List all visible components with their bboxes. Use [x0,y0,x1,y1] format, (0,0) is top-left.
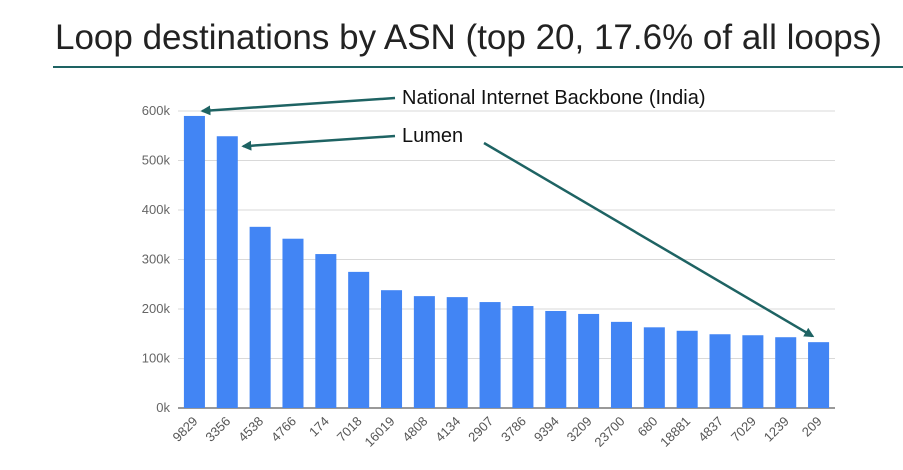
x-tick-label: 4766 [268,414,299,445]
bar-3356 [216,136,238,408]
bar-16019 [381,290,403,408]
bar-2907 [479,302,501,408]
bar-174 [315,254,337,408]
annotation-arrow [200,96,396,116]
bar-1239 [775,337,797,408]
bar-9394 [545,310,567,408]
x-tick-label: 9394 [531,414,562,445]
bar-7029 [742,335,764,408]
bar-18881 [676,330,698,408]
annotations: National Internet Backbone (India) Lumen [200,87,815,338]
x-tick-label: 23700 [591,414,627,450]
annotation-arrow [241,134,396,151]
y-tick-label: 0k [156,400,170,415]
x-tick-label: 209 [799,414,825,440]
y-tick-label: 600k [142,103,171,118]
bar-9829 [183,115,205,408]
y-tick-label: 500k [142,153,171,168]
y-tick-label: 400k [142,202,171,217]
bars [183,115,830,408]
bar-4766 [282,238,304,408]
x-tick-label: 7018 [334,414,365,445]
x-tick-label: 3356 [202,414,233,445]
y-tick-label: 300k [142,252,171,267]
annotation-arrow [483,141,815,338]
bar-680 [643,327,665,408]
x-tick-label: 680 [634,414,660,440]
x-tick-label: 4538 [235,414,266,445]
x-tick-label: 4134 [432,414,463,445]
title-divider [53,66,903,68]
bar-7018 [348,271,370,408]
bar-4808 [413,296,435,408]
bar-4134 [446,297,468,408]
x-tick-label: 1239 [761,414,792,445]
bar-209 [808,342,830,408]
x-tick-label: 3786 [498,414,529,445]
bar-3786 [512,306,534,408]
bar-4538 [249,226,271,408]
y-tick-label: 200k [142,301,171,316]
x-tick-label: 174 [306,414,332,440]
bar-4837 [709,334,731,408]
x-tick-label: 7029 [728,414,759,445]
y-axis-ticks: 0k 100k 200k 300k 400k 500k 600k [142,103,171,415]
x-tick-label: 16019 [361,414,397,450]
x-tick-label: 2907 [465,414,496,445]
x-tick-label: 9829 [169,414,200,445]
slide-title: Loop destinations by ASN (top 20, 17.6% … [55,18,882,57]
x-tick-label: 3209 [564,414,595,445]
x-tick-label: 4837 [695,414,726,445]
annotation-label-national-internet-backbone: National Internet Backbone (India) [402,87,706,109]
bar-23700 [610,321,632,408]
bar-3209 [578,313,600,408]
x-tick-label: 18881 [657,414,693,450]
annotation-label-lumen: Lumen [402,125,463,147]
y-tick-label: 100k [142,351,171,366]
x-tick-label: 4808 [399,414,430,445]
